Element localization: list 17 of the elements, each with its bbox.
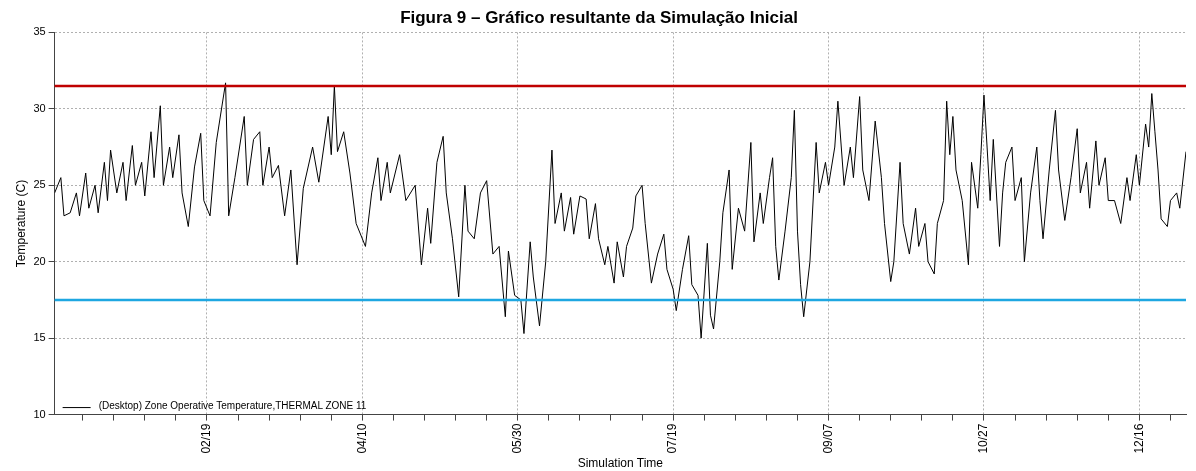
y-tick-label: 10	[33, 407, 46, 420]
x-tick-label: 09/07	[820, 423, 835, 454]
x-tick-label: 02/19	[199, 423, 214, 454]
x-tick-label: 10/27	[976, 423, 991, 454]
y-axis-title: Temperature (C)	[13, 179, 28, 268]
x-tick-label: 05/30	[510, 423, 525, 454]
y-tick-label: 20	[33, 254, 46, 267]
chart-title: Figura 9 – Gráfico resultante da Simulação Inicial	[400, 7, 798, 27]
y-tick-label: 30	[33, 101, 46, 114]
x-tick-label: 12/16	[1131, 423, 1146, 454]
x-tick-label: 07/19	[665, 423, 680, 454]
x-axis-title: Simulation Time	[577, 456, 664, 471]
y-tick-label: 15	[33, 331, 46, 344]
y-tick-label: 25	[33, 178, 46, 191]
x-tick-label: 04/10	[354, 423, 369, 454]
y-tick-label: 35	[33, 25, 46, 38]
legend-label: (Desktop) Zone Operative Temperature,THERMAL ZONE 11	[98, 400, 367, 412]
